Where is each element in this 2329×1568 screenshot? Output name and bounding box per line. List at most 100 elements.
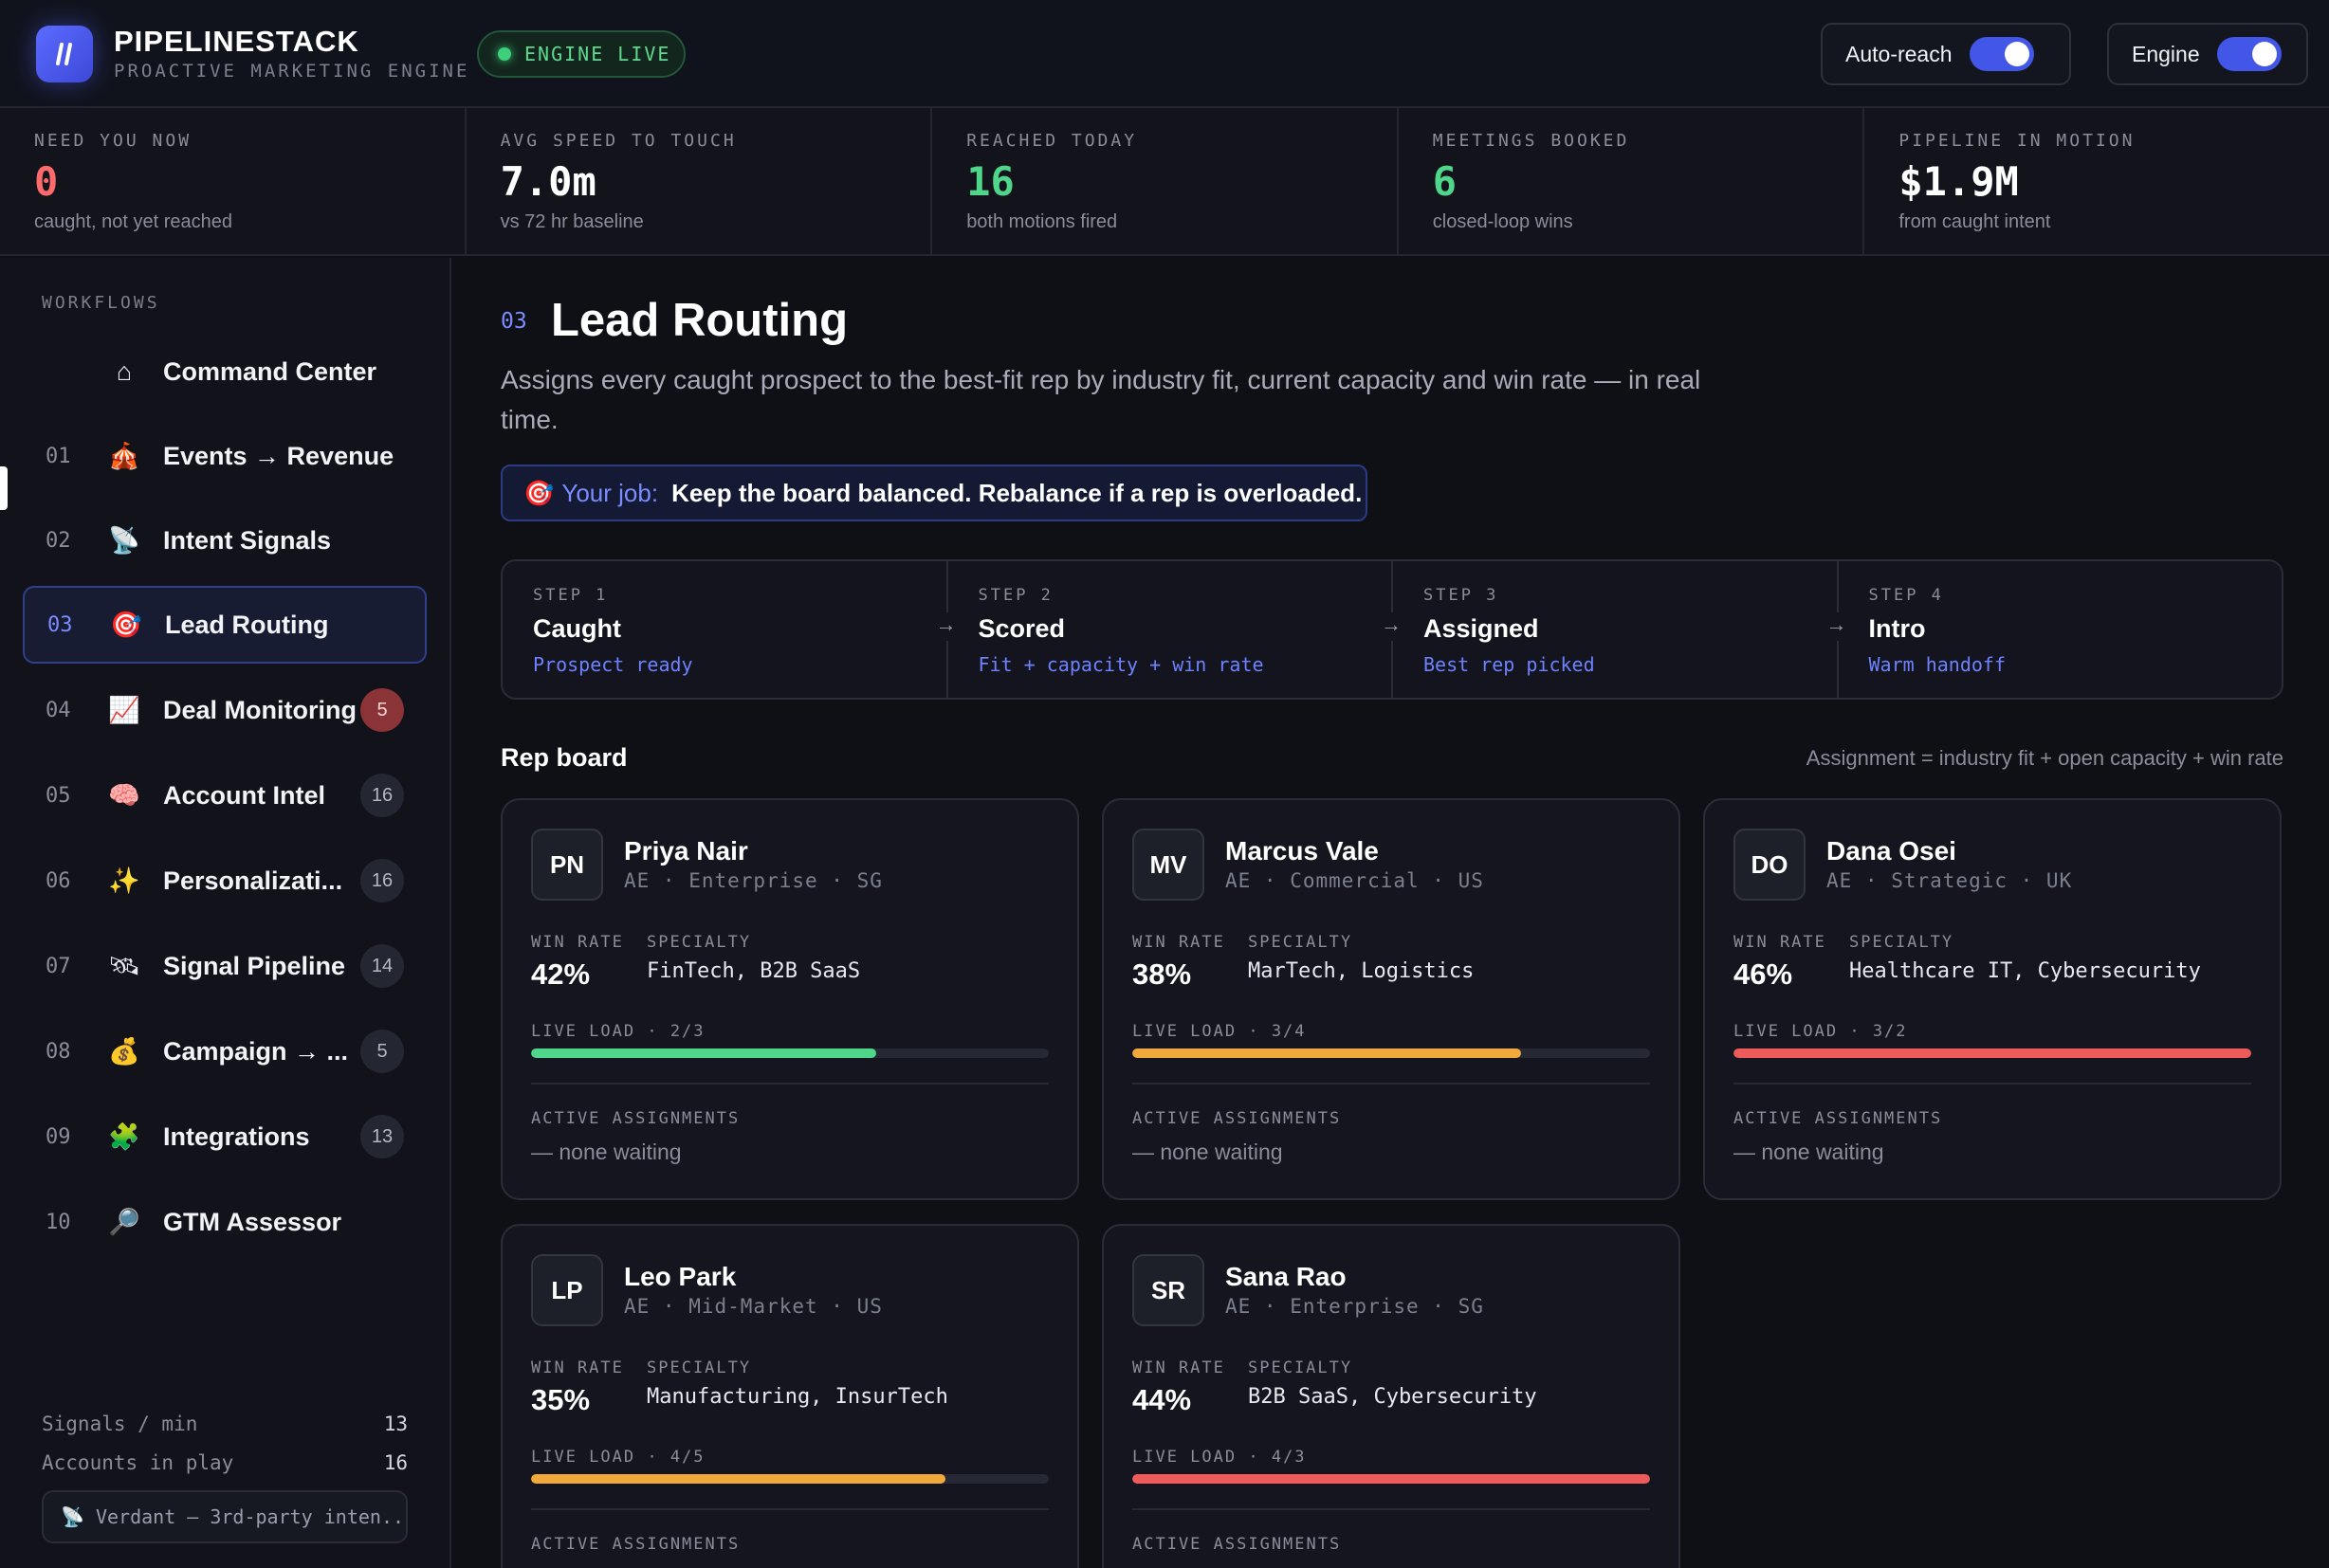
load-bar-fill — [1132, 1048, 1521, 1058]
brain-icon: 🧠 — [108, 781, 140, 810]
nav-number: 04 — [46, 698, 71, 722]
chart-up-icon: 📈 — [108, 696, 140, 724]
scroll-marker — [0, 466, 8, 510]
stats-row: NEED YOU NOW 0 caught, not yet reached A… — [0, 108, 2329, 256]
live-load-label: LIVE LOAD · 4/3 — [1132, 1448, 1307, 1467]
rep-meta: AE · Mid-Market · US — [624, 1295, 883, 1318]
load-bar — [1733, 1048, 2251, 1058]
logo-mark-icon — [56, 43, 72, 65]
sidebar-item-personalization[interactable]: 06 ✨ Personalizati... 16 — [23, 842, 427, 920]
active-assignments-label: ACTIVE ASSIGNMENTS — [1132, 1109, 1342, 1128]
rep-card[interactable]: DO Dana Osei AE · Strategic · UK WIN RAT… — [1703, 798, 2282, 1200]
rep-card[interactable]: PN Priya Nair AE · Enterprise · SG WIN R… — [501, 798, 1079, 1200]
circus-tent-icon: 🎪 — [108, 442, 140, 470]
sidebar-item-campaign[interactable]: 08 💰 Campaign → ... 5 — [23, 1012, 427, 1090]
sidebar-item-integrations[interactable]: 09 🧩 Integrations 13 — [23, 1098, 427, 1176]
stat-need-you-now: NEED YOU NOW 0 caught, not yet reached — [0, 108, 467, 254]
rep-name: Dana Osei — [1826, 836, 1956, 866]
arrow-right-icon: → — [932, 612, 960, 641]
rep-card[interactable]: MV Marcus Vale AE · Commercial · US WIN … — [1102, 798, 1680, 1200]
sidebar-item-command-center[interactable]: ⌂ Command Center — [23, 333, 427, 410]
load-bar — [1132, 1048, 1650, 1058]
divider — [1132, 1083, 1650, 1085]
page-number: 03 — [501, 309, 527, 334]
arrow-right-icon: → — [1378, 612, 1404, 641]
signals-per-min: Signals / min 13 — [42, 1413, 408, 1435]
stat-label: MEETINGS BOOKED — [1432, 131, 1630, 151]
auto-reach-switch[interactable] — [1969, 37, 2034, 71]
engine-toggle-label: Engine — [2132, 41, 2200, 66]
satellite-dish-icon: 📡 — [108, 526, 140, 555]
nav-label: Personalizati... — [163, 866, 343, 895]
brand-tagline: PROACTIVE MARKETING ENGINE — [114, 61, 470, 82]
nav-label: Account Intel — [163, 780, 326, 810]
step-sub: Warm handoff — [1868, 653, 2007, 676]
sidebar-item-lead-routing[interactable]: 03 🎯 Lead Routing — [23, 586, 427, 664]
rep-name: Sana Rao — [1225, 1262, 1347, 1291]
rep-card[interactable]: SR Sana Rao AE · Enterprise · SG WIN RAT… — [1102, 1224, 1680, 1568]
win-rate-label: WIN RATE — [1132, 1358, 1225, 1377]
win-rate-label: WIN RATE — [1132, 933, 1225, 952]
divider — [531, 1083, 1049, 1085]
rep-name: Priya Nair — [624, 836, 748, 866]
sidebar-item-gtm-assessor[interactable]: 10 🔎 GTM Assessor — [23, 1183, 427, 1261]
specialty-label: SPECIALTY — [647, 933, 752, 952]
specialty-value: FinTech, B2B SaaS — [647, 959, 861, 983]
nav-label: GTM Assessor — [163, 1207, 342, 1236]
sidebar-item-deal-monitoring[interactable]: 04 📈 Deal Monitoring 5 — [23, 671, 427, 749]
win-rate-value: 42% — [531, 957, 591, 991]
stat-label: AVG SPEED TO TOUCH — [500, 131, 737, 151]
sidebar: WORKFLOWS ⌂ Command Center 01 🎪 Events →… — [0, 258, 451, 1568]
load-bar — [1132, 1474, 1650, 1484]
step-scored: STEP 2 Scored Fit + capacity + win rate … — [948, 561, 1404, 698]
step-label: STEP 1 — [533, 586, 609, 605]
count-badge: 16 — [360, 774, 404, 817]
step-caught: STEP 1 Caught Prospect ready → — [503, 561, 960, 698]
specialty-label: SPECIALTY — [647, 1358, 752, 1377]
job-text: Keep the board balanced. Rebalance if a … — [671, 478, 1363, 507]
win-rate-value: 44% — [1132, 1383, 1192, 1416]
app-logo[interactable] — [36, 26, 93, 82]
avatar: PN — [531, 829, 603, 901]
live-load-label: LIVE LOAD · 3/2 — [1733, 1022, 1908, 1041]
top-bar: PIPELINESTACK PROACTIVE MARKETING ENGINE… — [0, 0, 2329, 108]
rep-card[interactable]: LP Leo Park AE · Mid-Market · US WIN RAT… — [501, 1224, 1079, 1568]
sidebar-item-account-intel[interactable]: 05 🧠 Account Intel 16 — [23, 757, 427, 834]
active-assignments-label: ACTIVE ASSIGNMENTS — [531, 1109, 741, 1128]
your-job-callout: 🎯 Your job: Keep the board balanced. Reb… — [501, 465, 1367, 521]
signal-source-chip[interactable]: 📡 Verdant — 3rd-party inten... — [42, 1490, 408, 1543]
win-rate-label: WIN RATE — [531, 933, 624, 952]
auto-reach-toggle[interactable]: Auto-reach — [1821, 23, 2071, 85]
engine-toggle[interactable]: Engine — [2107, 23, 2308, 85]
engine-switch[interactable] — [2216, 37, 2282, 71]
stat-sub: closed-loop wins — [1432, 211, 1573, 233]
rep-name: Leo Park — [624, 1262, 737, 1291]
sidebar-item-signal-pipeline[interactable]: 07 🛰 Signal Pipeline 14 — [23, 927, 427, 1005]
nav-number: 10 — [46, 1210, 71, 1234]
nav-number: 01 — [46, 444, 71, 468]
nav-label: Campaign → ... — [163, 1036, 349, 1066]
nav-label: Deal Monitoring — [163, 695, 357, 724]
specialty-label: SPECIALTY — [1248, 1358, 1353, 1377]
live-load-label: LIVE LOAD · 2/3 — [531, 1022, 706, 1041]
step-label: STEP 4 — [1868, 586, 1944, 605]
live-load-label: LIVE LOAD · 4/5 — [531, 1448, 706, 1467]
stat-avg-speed: AVG SPEED TO TOUCH 7.0m vs 72 hr baselin… — [467, 108, 933, 254]
specialty-label: SPECIALTY — [1849, 933, 1954, 952]
accounts-in-play: Accounts in play 16 — [42, 1451, 408, 1474]
job-label: Your job: — [561, 478, 659, 507]
count-badge: 14 — [360, 944, 404, 988]
avatar: LP — [531, 1254, 603, 1326]
step-assigned: STEP 3 Assigned Best rep picked → — [1393, 561, 1850, 698]
accounts-label: Accounts in play — [42, 1451, 234, 1474]
workflows-heading: WORKFLOWS — [42, 293, 160, 313]
win-rate-label: WIN RATE — [531, 1358, 624, 1377]
active-assignments-label: ACTIVE ASSIGNMENTS — [1132, 1535, 1342, 1554]
nav-number: 03 — [47, 612, 73, 637]
sidebar-item-intent-signals[interactable]: 02 📡 Intent Signals — [23, 501, 427, 579]
arrow-right-icon: → — [1823, 612, 1850, 641]
sidebar-item-events-revenue[interactable]: 01 🎪 Events → Revenue — [23, 417, 427, 495]
status-dot-icon — [498, 47, 511, 61]
stat-sub: from caught intent — [1898, 211, 2051, 233]
active-assignments-value: — none waiting — [1733, 1140, 1884, 1164]
